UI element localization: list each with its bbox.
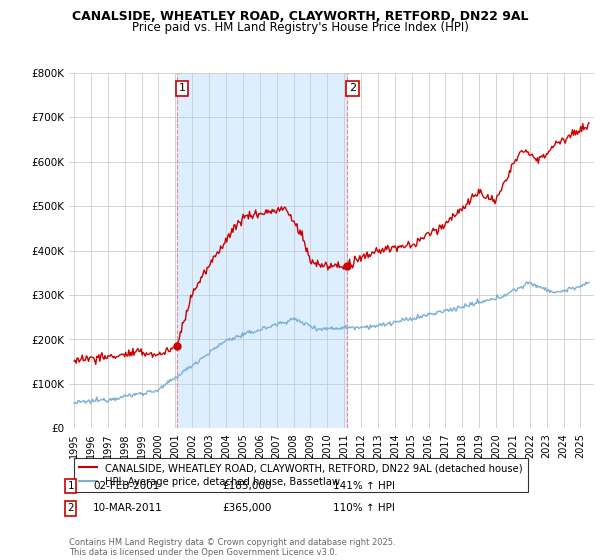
Text: 1: 1	[178, 83, 185, 94]
Text: 110% ↑ HPI: 110% ↑ HPI	[333, 503, 395, 514]
Text: CANALSIDE, WHEATLEY ROAD, CLAYWORTH, RETFORD, DN22 9AL: CANALSIDE, WHEATLEY ROAD, CLAYWORTH, RET…	[72, 10, 528, 23]
Text: Contains HM Land Registry data © Crown copyright and database right 2025.
This d: Contains HM Land Registry data © Crown c…	[69, 538, 395, 557]
Legend: CANALSIDE, WHEATLEY ROAD, CLAYWORTH, RETFORD, DN22 9AL (detached house), HPI: Av: CANALSIDE, WHEATLEY ROAD, CLAYWORTH, RET…	[74, 458, 527, 492]
Text: 10-MAR-2011: 10-MAR-2011	[93, 503, 163, 514]
Text: 2: 2	[67, 503, 74, 514]
Text: 2: 2	[349, 83, 356, 94]
Text: 1: 1	[67, 481, 74, 491]
Text: 02-FEB-2001: 02-FEB-2001	[93, 481, 160, 491]
Text: 141% ↑ HPI: 141% ↑ HPI	[333, 481, 395, 491]
Text: £365,000: £365,000	[222, 503, 271, 514]
Text: £185,000: £185,000	[222, 481, 271, 491]
Text: Price paid vs. HM Land Registry's House Price Index (HPI): Price paid vs. HM Land Registry's House …	[131, 21, 469, 34]
Bar	[177, 73, 347, 428]
